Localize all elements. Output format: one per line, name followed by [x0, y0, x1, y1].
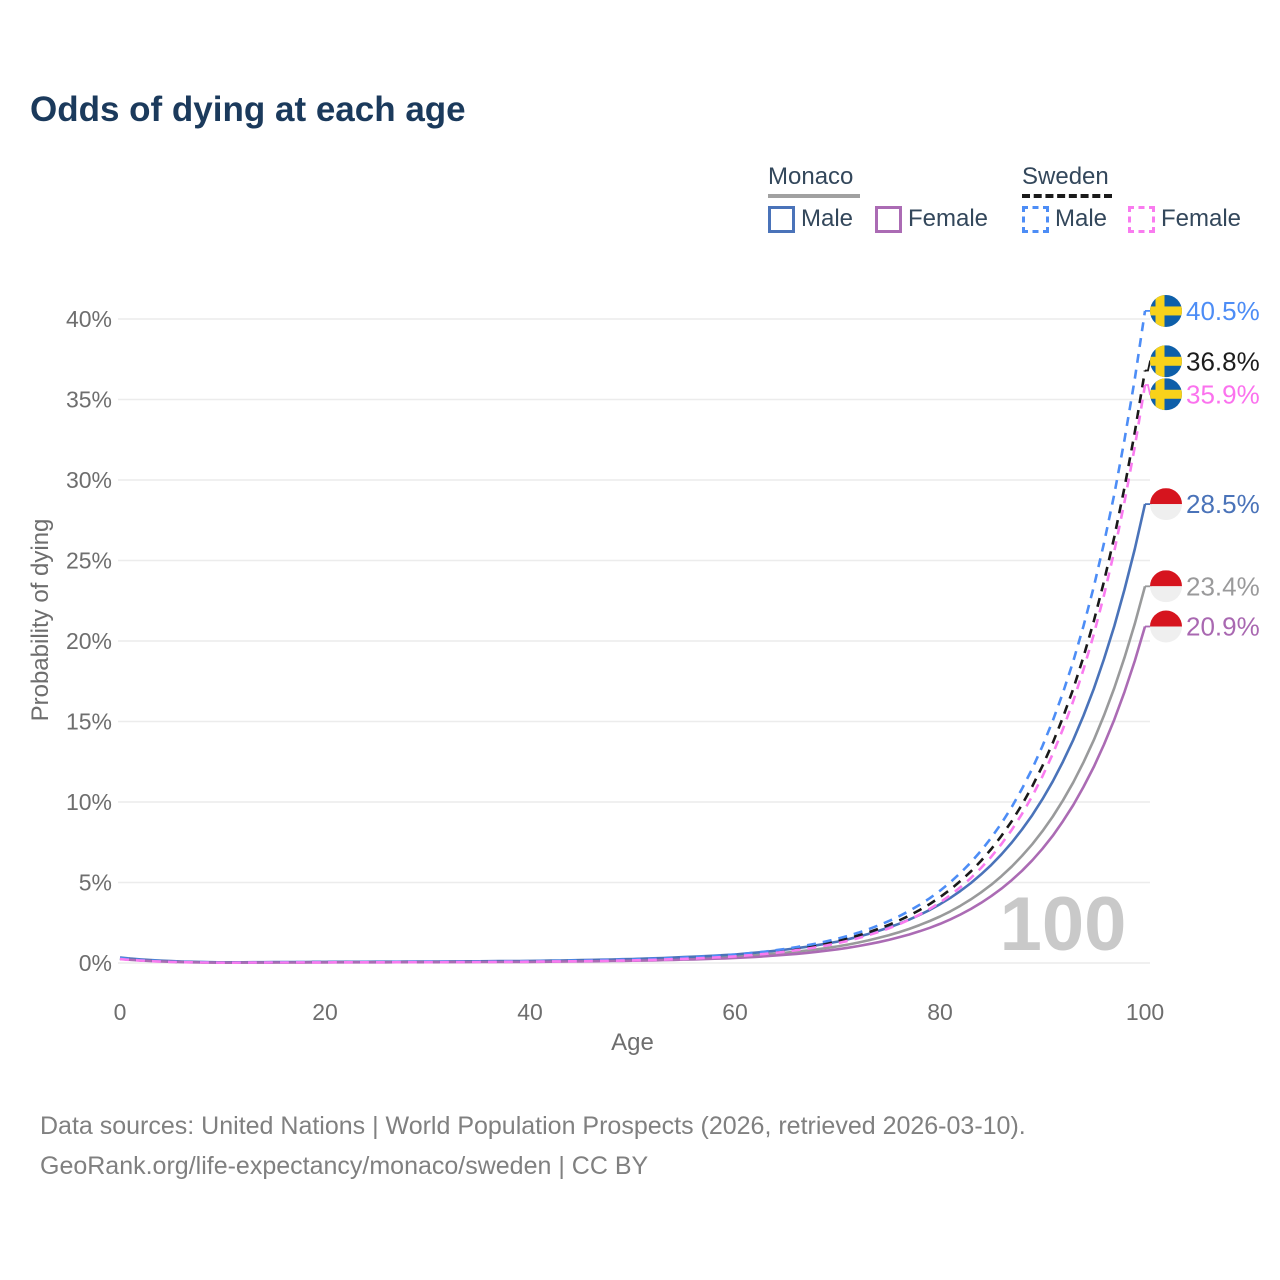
monaco-flag-icon: [1150, 610, 1182, 643]
y-tick-label: 25%: [66, 548, 112, 574]
footer-line-1: Data sources: United Nations | World Pop…: [40, 1112, 1026, 1140]
footer-line-2: GeoRank.org/life-expectancy/monaco/swede…: [40, 1152, 649, 1180]
monaco-female-swatch-icon: [875, 205, 902, 233]
end-value-label-sweden_both: 36.8%: [1186, 346, 1260, 376]
end-value-label-sweden_male: 40.5%: [1186, 296, 1260, 326]
age-watermark: 100: [1000, 882, 1127, 967]
end-value-label-monaco_male: 28.5%: [1186, 489, 1260, 519]
y-tick-label: 20%: [66, 628, 112, 654]
y-tick-label: 15%: [66, 709, 112, 735]
x-axis-title: Age: [611, 1029, 654, 1056]
legend-item-monaco-male[interactable]: Male: [768, 205, 853, 233]
legend-label: Female: [1161, 205, 1242, 232]
monaco-male-swatch-icon: [768, 205, 795, 233]
end-value-label-monaco_female: 20.9%: [1186, 612, 1260, 642]
y-tick-label: 40%: [66, 306, 112, 332]
legend-label: Male: [1055, 205, 1108, 232]
y-tick-label: 30%: [66, 467, 112, 493]
end-value-label-monaco_both: 23.4%: [1186, 571, 1260, 601]
series-line-sweden_both: [119, 370, 1147, 964]
y-tick-label: 10%: [66, 789, 112, 815]
legend-item-monaco-female[interactable]: Female: [875, 205, 988, 233]
x-tick-label: 20: [312, 999, 338, 1025]
x-tick-label: 80: [927, 999, 953, 1025]
legend-label: Male: [801, 205, 854, 232]
y-tick-label: 35%: [66, 387, 112, 413]
monaco-flag-icon: [1150, 570, 1182, 603]
legend-group-monaco: Monaco: [768, 163, 854, 190]
sweden-flag-icon: [1150, 345, 1182, 378]
end-value-label-sweden_female: 35.9%: [1186, 379, 1260, 409]
y-tick-label: 5%: [79, 870, 112, 896]
legend-label: Female: [908, 205, 989, 232]
series-line-monaco_both: [119, 585, 1147, 964]
x-tick-label: 60: [722, 999, 748, 1025]
x-tick-label: 40: [517, 999, 543, 1025]
legend-sweden-line-sample: [1022, 194, 1112, 198]
x-tick-label: 100: [1126, 999, 1164, 1025]
sweden-female-swatch-icon: [1128, 205, 1155, 233]
series-line-monaco_male: [119, 503, 1147, 964]
sweden-flag-icon: [1150, 378, 1182, 411]
page-title: Odds of dying at each age: [30, 90, 466, 129]
data-source-footer: Data sources: United Nations | World Pop…: [40, 1106, 1026, 1186]
legend-group-sweden: Sweden: [1022, 163, 1109, 190]
y-axis-title: Probability of dying: [27, 519, 54, 722]
sweden-male-swatch-icon: [1022, 205, 1049, 233]
x-tick-label: 0: [114, 999, 127, 1025]
legend-monaco-line-sample: [768, 194, 860, 198]
series-line-sweden_female: [119, 384, 1147, 964]
legend-item-sweden-male[interactable]: Male: [1022, 205, 1107, 233]
legend-item-sweden-female[interactable]: Female: [1128, 205, 1241, 233]
sweden-flag-icon: [1150, 294, 1182, 327]
series-line-monaco_female: [119, 626, 1147, 964]
y-tick-label: 0%: [79, 950, 112, 976]
monaco-flag-icon: [1150, 488, 1182, 521]
